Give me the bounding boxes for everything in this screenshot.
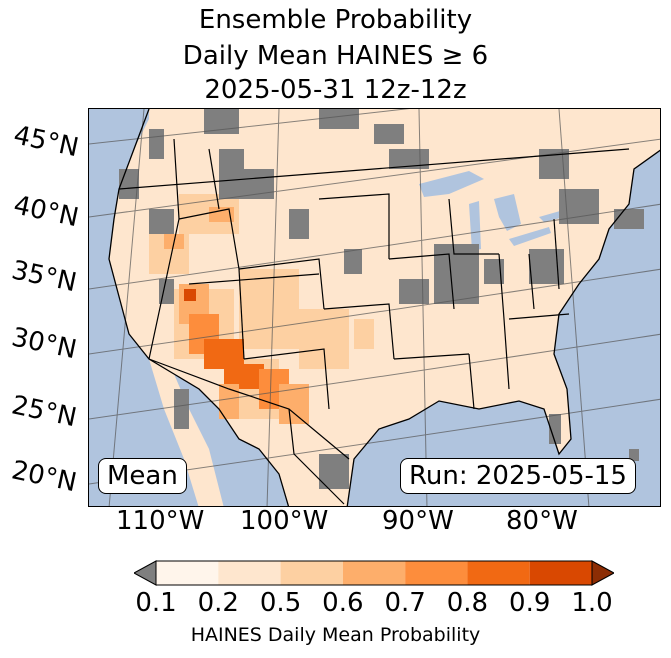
baja-peninsula [149, 359, 224, 506]
lat-label-45: 45°N [10, 120, 82, 164]
colorbar-tick-label: 0.2 [197, 588, 239, 618]
lat-label-35: 35°N [8, 255, 80, 299]
lat-label-30: 30°N [8, 322, 80, 366]
colorbar-segment [467, 561, 530, 585]
colorbar-segment [529, 561, 592, 585]
colorbar-tick-label: 1.0 [571, 588, 613, 618]
colorbar-segment [280, 561, 343, 585]
lat-label-40: 40°N [10, 190, 82, 234]
lake-superior [419, 171, 484, 197]
colorbar-segment [405, 561, 468, 585]
lake-erie [509, 227, 551, 246]
lat-label-25: 25°N [8, 390, 80, 434]
colorbar-segment [218, 561, 281, 585]
colorbar-label: HAINES Daily Mean Probability [190, 624, 481, 646]
colorbar-segment [342, 561, 406, 585]
colorbar-frame [155, 560, 593, 586]
title-line-2: Daily Mean HAINES ≥ 6 [182, 41, 489, 71]
lake-michigan [469, 201, 481, 251]
colorbar-tick-label: 0.7 [384, 588, 426, 618]
title-line-3: 2025-05-31 12z-12z [204, 75, 467, 105]
prob-high-patches [164, 207, 309, 424]
borders [118, 138, 630, 505]
stat-label: Mean [98, 458, 187, 494]
map-panel [88, 108, 661, 507]
map-canvas [89, 109, 660, 506]
graticule [89, 109, 660, 506]
run-label: Run: 2025-05-15 [400, 458, 636, 494]
title-line-1: Ensemble Probability [198, 5, 473, 35]
colorbar-over-triangle [591, 560, 614, 586]
lat-label-20: 20°N [8, 455, 80, 499]
coastline [108, 109, 660, 506]
colorbar-segment [156, 561, 219, 585]
colorbar-tick-label: 0.1 [135, 588, 177, 618]
colorbar-tick-label: 0.6 [322, 588, 364, 618]
lake-huron [494, 194, 521, 231]
lon-label-90: 90°W [382, 506, 454, 536]
lon-label-100: 100°W [240, 506, 329, 536]
missing-data-patches [119, 109, 644, 489]
colorbar-under-triangle [134, 560, 157, 586]
colorbar-tick-label: 0.9 [509, 588, 551, 618]
colorbar-tick-label: 0.8 [446, 588, 489, 618]
colorbar-tick-label: 0.5 [259, 588, 302, 618]
lon-label-80: 80°W [506, 506, 578, 536]
colorbar [134, 560, 614, 586]
lon-label-110: 110°W [116, 506, 205, 536]
